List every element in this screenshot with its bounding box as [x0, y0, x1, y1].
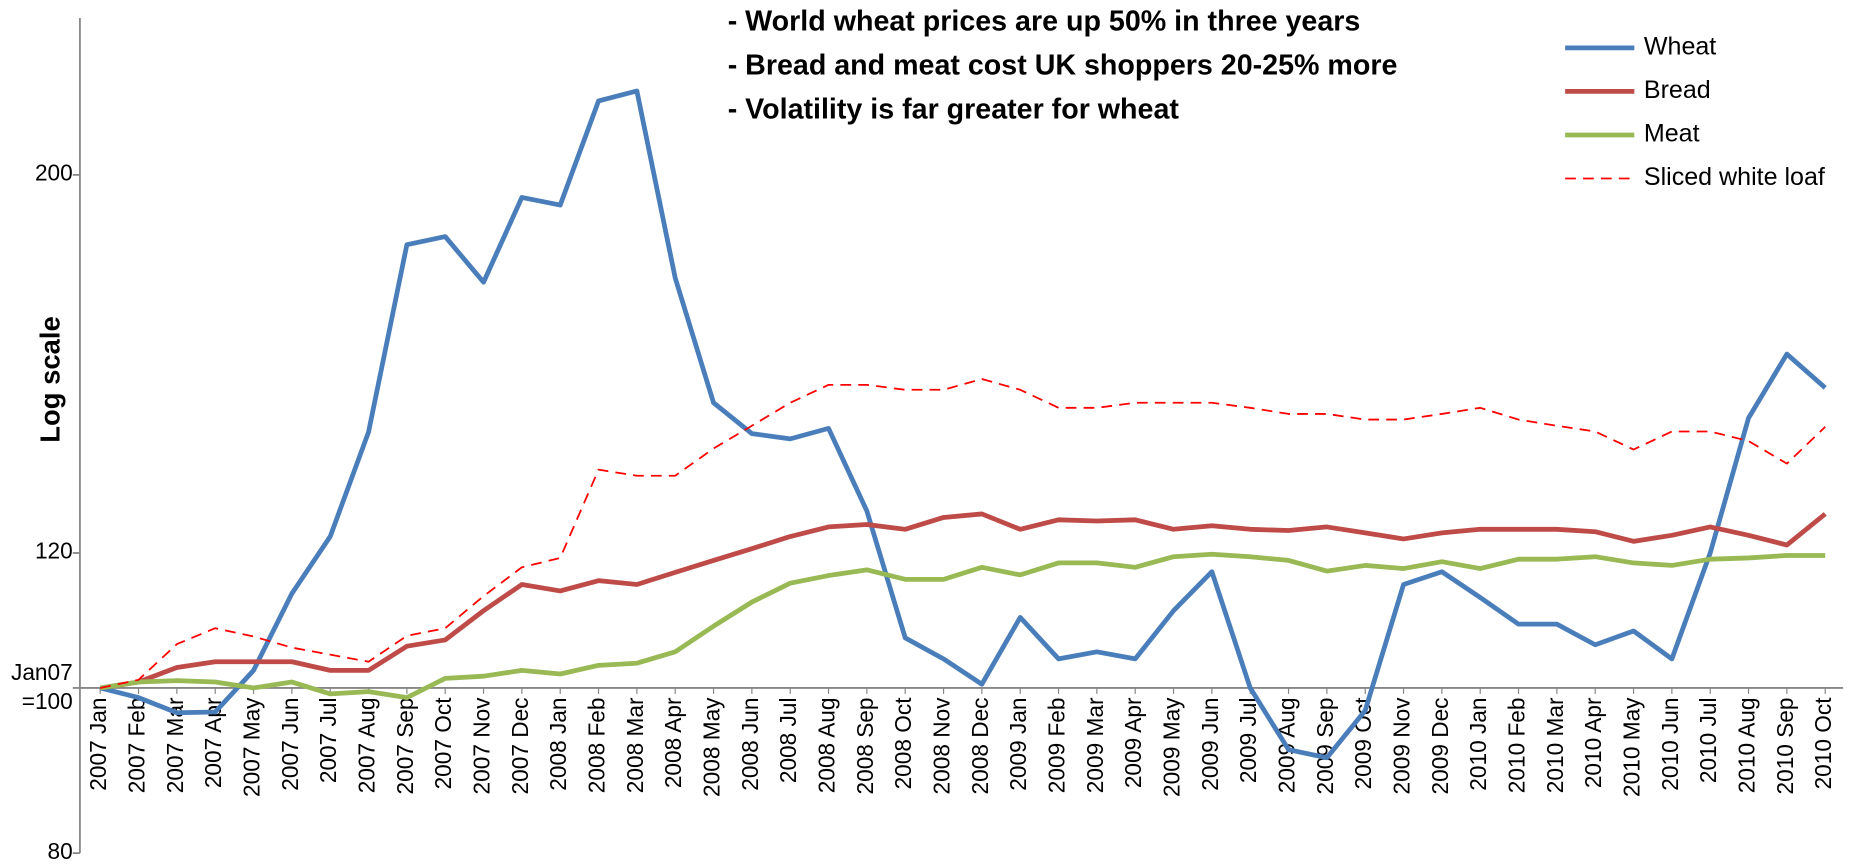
x-tick-label: 2010 Oct — [1810, 697, 1836, 790]
x-tick-label: 2008 Dec — [967, 697, 993, 794]
y-tick-label-box: 80 — [47, 839, 73, 864]
x-tick-label: 2008 Aug — [814, 697, 840, 793]
y-tick-label-box: Jan07 =100 — [10, 660, 73, 715]
x-tick-label: 2010 Jun — [1657, 697, 1683, 790]
series-line — [99, 88, 1827, 761]
x-tick-label: 2008 May — [699, 697, 725, 797]
x-tick-label: 2008 Sep — [852, 697, 878, 794]
x-tick-label: 2007 Jul — [315, 697, 341, 783]
x-tick-label: 2010 Apr — [1580, 697, 1606, 788]
x-tick-label: 2009 Nov — [1389, 697, 1415, 795]
x-tick-label: 2009 Jun — [1197, 697, 1223, 790]
y-tick-label: 120 — [34, 539, 73, 565]
legend-label: Bread — [1644, 76, 1711, 104]
x-tick-label: 2007 Sep — [392, 697, 418, 794]
x-tick-label: 2007 Oct — [430, 697, 456, 790]
x-tick-label: 2008 Nov — [929, 697, 955, 795]
x-tick-label: 2010 May — [1619, 697, 1645, 797]
x-tick-label: 2007 May — [239, 697, 265, 797]
x-tick-label: 2010 Sep — [1772, 697, 1798, 794]
x-tick-label: 2007 Feb — [124, 697, 150, 793]
annotation: - World wheat prices are up 50% in three… — [728, 5, 1361, 37]
x-tick-label: 2007 Aug — [354, 697, 380, 793]
x-tick-label: 2010 Jan — [1465, 697, 1491, 790]
annotation: - Volatility is far greater for wheat — [728, 94, 1180, 126]
x-tick-label: 2007 Jan — [85, 697, 111, 790]
x-tick-label: 2009 Jul — [1235, 697, 1261, 783]
legend-label: Sliced white loaf — [1644, 163, 1825, 191]
x-tick-label: 2009 Jan — [1005, 697, 1031, 790]
y-tick-label: 80 — [47, 839, 73, 864]
x-tick-label: 2009 Mar — [1082, 697, 1108, 793]
y-axis-label: Log scale — [35, 316, 66, 443]
x-tick-label: 2010 Feb — [1504, 697, 1530, 793]
y-tick-label: Jan07 =100 — [10, 660, 73, 715]
x-tick-label: 2010 Jul — [1695, 697, 1721, 783]
x-tick-label: 2007 Nov — [469, 697, 495, 795]
series-line — [99, 551, 1826, 701]
series-line — [100, 378, 1826, 689]
x-tick-label: 2009 Apr — [1120, 697, 1146, 788]
legend-label: Wheat — [1644, 32, 1716, 60]
y-tick-label-box: 120 — [34, 539, 73, 565]
y-tick-label: 200 — [34, 161, 73, 187]
x-tick-label: 2008 Jan — [545, 697, 571, 790]
annotation: - Bread and meat cost UK shoppers 20-25%… — [728, 50, 1398, 82]
x-tick-label: 2007 Jun — [277, 697, 303, 790]
x-tick-label: 2008 Jul — [775, 697, 801, 783]
x-tick-label: 2009 Dec — [1427, 697, 1453, 794]
x-tick-label: 2008 Apr — [660, 697, 686, 788]
x-tick-label: 2010 Aug — [1734, 697, 1760, 793]
x-tick-label: 2010 Mar — [1542, 697, 1568, 793]
x-tick-label: 2008 Mar — [622, 697, 648, 793]
x-tick-label: 2008 Oct — [890, 697, 916, 790]
x-tick-label: 2008 Feb — [584, 697, 610, 793]
series-line — [99, 511, 1827, 691]
x-tick-label: 2009 May — [1159, 697, 1185, 797]
x-tick-label: 2008 Jun — [737, 697, 763, 790]
y-tick-label-box: 200 — [34, 161, 73, 187]
x-tick-label: 2009 Feb — [1044, 697, 1070, 793]
legend-label: Meat — [1644, 120, 1700, 148]
x-tick-label: 2007 Dec — [507, 697, 533, 794]
